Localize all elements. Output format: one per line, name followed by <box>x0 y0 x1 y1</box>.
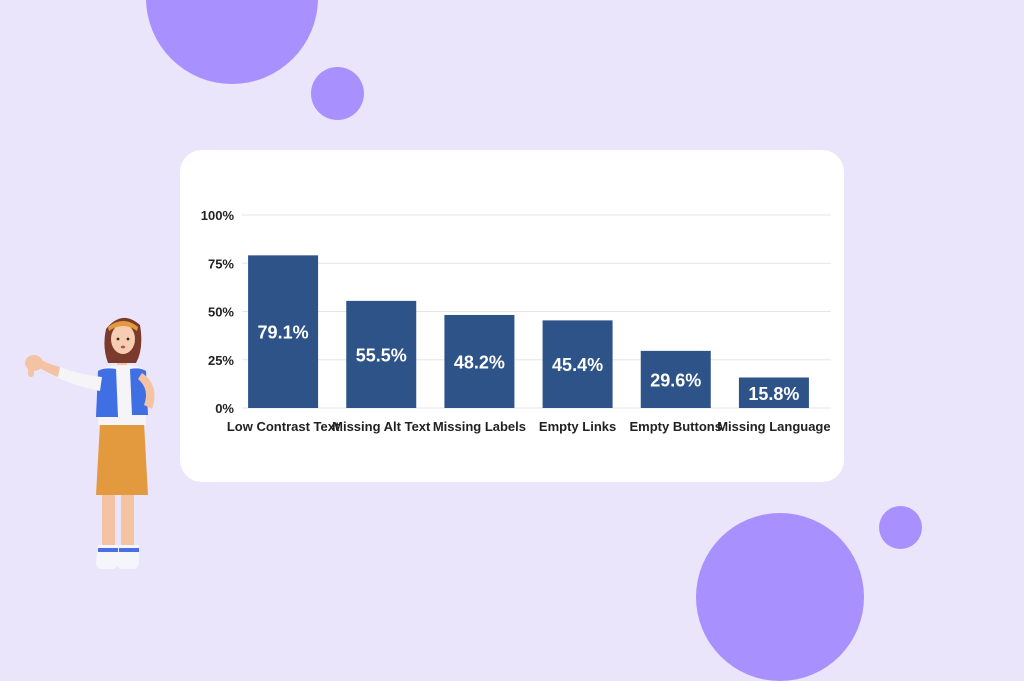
y-tick-label: 25% <box>208 353 234 368</box>
decorative-circle-large-bottom <box>696 513 864 681</box>
gridlines <box>242 214 831 409</box>
bar <box>248 255 319 408</box>
x-category-label: Missing Language <box>717 419 830 434</box>
figure-mouth <box>120 345 126 349</box>
bar-value-label: 45.4% <box>552 355 603 375</box>
figure-vest-right <box>130 368 148 415</box>
figure-thumb <box>28 365 34 377</box>
figure-eye-right <box>126 337 130 341</box>
figure-eye-left <box>116 337 120 341</box>
woman-thumbs-down-icon <box>25 317 155 569</box>
figure-shoe-right-stripe <box>119 548 139 552</box>
bar-value-labels: 79.1% 55.5% 48.2% 45.4% 29.6% 15.8% <box>258 323 800 404</box>
bar-chart: 0% 25% 50% 75% 100% 79.1% 55.5% 48.2% 45.4% 29.6… <box>201 208 831 434</box>
figure-headband <box>108 321 138 331</box>
bar-value-label: 55.5% <box>356 345 407 365</box>
bar <box>640 350 711 408</box>
y-tick-label: 50% <box>208 305 234 320</box>
figure-shoe-left-stripe <box>98 548 118 552</box>
x-category-label: Missing Labels <box>433 419 526 434</box>
x-category-label: Empty Links <box>539 419 616 434</box>
x-category-label: Empty Buttons <box>630 419 722 434</box>
decorative-circle-large-top <box>146 0 318 84</box>
x-category-label: Low Contrast Text <box>227 419 340 434</box>
figure-skirt <box>96 423 148 495</box>
figure-leg-right <box>121 490 134 550</box>
bar <box>444 314 515 408</box>
figure-arm <box>56 367 102 391</box>
figure-leg-left <box>102 490 115 550</box>
bar-value-label: 15.8% <box>748 384 799 404</box>
bars <box>248 255 809 408</box>
figure-vest <box>96 368 118 417</box>
x-category-label: Missing Alt Text <box>332 419 431 434</box>
bar <box>738 377 809 408</box>
y-axis-ticks: 0% 25% 50% 75% 100% <box>201 208 235 416</box>
y-tick-label: 0% <box>215 401 234 416</box>
bar-value-label: 79.1% <box>258 323 309 343</box>
decorative-circle-small-bottom <box>879 506 922 549</box>
decorative-circle-small-top <box>311 67 364 120</box>
bar-value-label: 29.6% <box>650 370 701 390</box>
bar <box>542 320 613 408</box>
figure-arm-chin <box>138 373 155 409</box>
figure-forearm <box>38 359 60 377</box>
figure-face <box>111 324 135 354</box>
bar <box>346 300 417 408</box>
bar-value-label: 48.2% <box>454 352 505 372</box>
chart-card: 0% 25% 50% 75% 100% 79.1% 55.5% 48.2% 45.4% 29.6… <box>180 150 844 482</box>
y-tick-label: 100% <box>201 208 235 223</box>
y-tick-label: 75% <box>208 256 234 271</box>
